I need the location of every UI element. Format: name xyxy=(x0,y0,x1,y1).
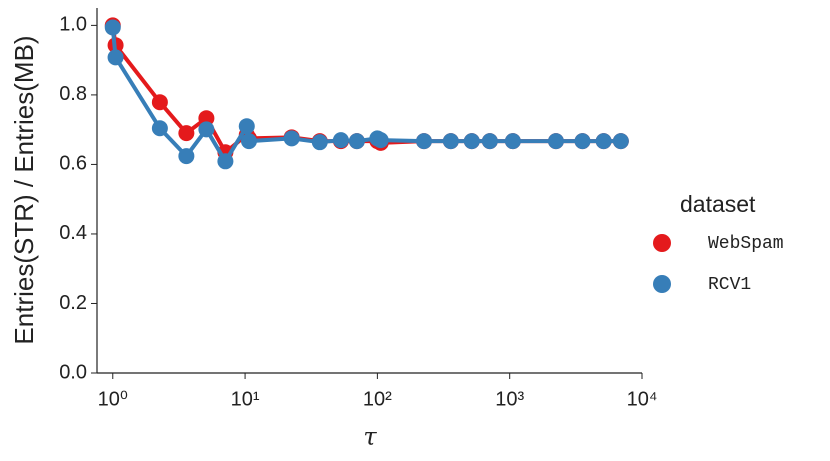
marker xyxy=(372,132,389,149)
marker xyxy=(481,133,498,150)
marker xyxy=(104,19,121,36)
x-tick-label: 10⁰ xyxy=(98,388,128,410)
y-tick-label: 0.4 xyxy=(59,222,87,244)
marker xyxy=(311,134,328,151)
marker xyxy=(463,133,480,150)
marker xyxy=(547,133,564,150)
y-tick-label: 0.8 xyxy=(59,83,87,105)
marker xyxy=(504,133,521,150)
marker xyxy=(178,125,195,142)
marker xyxy=(442,133,459,150)
legend-label: RCV1 xyxy=(708,275,751,295)
marker xyxy=(198,121,215,138)
legend-label: WebSpam xyxy=(708,234,784,254)
marker xyxy=(217,153,234,170)
x-axis-label: τ xyxy=(363,423,377,451)
x-tick-label: 10¹ xyxy=(231,388,260,410)
marker xyxy=(151,94,168,111)
marker xyxy=(107,49,124,66)
y-axis-label: Entries(STR) / Entries(MB) xyxy=(9,35,39,344)
marker xyxy=(595,133,612,150)
marker xyxy=(415,133,432,150)
legend-title: dataset xyxy=(680,191,756,217)
y-tick-label: 0.6 xyxy=(59,153,87,175)
legend-marker xyxy=(653,275,671,293)
marker xyxy=(332,132,349,149)
marker xyxy=(178,148,195,165)
x-tick-label: 10⁴ xyxy=(627,388,658,410)
marker xyxy=(348,133,365,150)
legend-marker xyxy=(653,234,671,252)
marker xyxy=(574,133,591,150)
marker xyxy=(238,118,255,135)
marker xyxy=(283,130,300,147)
marker xyxy=(612,133,629,150)
series-line xyxy=(110,27,621,164)
y-tick-label: 0.2 xyxy=(59,292,87,314)
marker xyxy=(240,133,257,150)
x-tick-label: 10³ xyxy=(495,388,524,410)
marker xyxy=(198,110,215,127)
y-tick-label: 0.0 xyxy=(59,361,87,383)
x-tick-label: 10² xyxy=(363,388,392,410)
y-tick-label: 1.0 xyxy=(59,14,87,36)
marker xyxy=(151,120,168,137)
